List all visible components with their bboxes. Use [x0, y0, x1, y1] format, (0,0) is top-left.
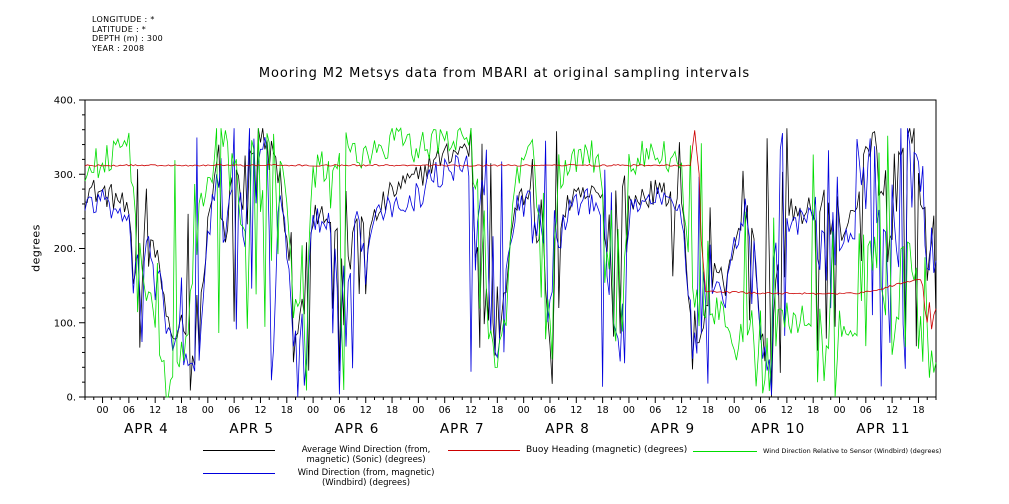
x-hour-label: 12: [570, 405, 582, 416]
legend-line-relative-icon: [693, 451, 757, 453]
x-hour-label: 18: [175, 405, 187, 416]
x-hour-label: 00: [412, 405, 424, 416]
x-hour-label: 18: [491, 405, 503, 416]
x-day-label: APR 11: [856, 421, 910, 437]
legend-item-buoy-heading: Buoy Heading (magnetic) (degrees): [448, 445, 688, 456]
x-hour-label: 06: [123, 405, 135, 416]
legend-label-sonic: Average Wind Direction (from, magnetic) …: [301, 445, 431, 465]
x-hour-label: 06: [333, 405, 345, 416]
x-day-label: APR 8: [545, 421, 590, 437]
y-tick-label: 300.: [54, 170, 76, 181]
x-hour-label: 12: [149, 405, 161, 416]
series-line-sonic: [84, 128, 937, 398]
x-hour-label: 12: [781, 405, 793, 416]
x-hour-label: 18: [912, 405, 924, 416]
x-day-label: APR 9: [650, 421, 695, 437]
legend-line-windbird-icon: [203, 473, 275, 474]
metadata-block: LONGITUDE : * LATITUDE : * DEPTH (m) : 3…: [92, 15, 163, 53]
series-line-relative: [84, 127, 937, 398]
chart-title: Mooring M2 Metsys data from MBARI at ori…: [258, 66, 751, 81]
x-hour-label: 00: [623, 405, 635, 416]
x-day-label: APR 5: [229, 421, 274, 437]
x-hour-label: 12: [676, 405, 688, 416]
metadata-latitude: LATITUDE : *: [92, 24, 147, 34]
x-hour-label: 00: [202, 405, 214, 416]
x-hour-label: 12: [465, 405, 477, 416]
x-hour-label: 12: [886, 405, 898, 416]
x-hour-label: 00: [728, 405, 740, 416]
x-hour-label: 18: [702, 405, 714, 416]
x-hour-label: 00: [518, 405, 530, 416]
legend-item-windbird-wind: Wind Direction (from, magnetic) (Windbir…: [203, 468, 451, 488]
x-day-label: APR 4: [124, 421, 169, 437]
x-hour-label: 06: [649, 405, 661, 416]
y-tick-label: 0.: [66, 393, 76, 404]
legend-item-sonic-wind: Average Wind Direction (from, magnetic) …: [203, 445, 451, 465]
series-line-buoy_heading: [84, 130, 937, 330]
legend-label-relative: Wind Direction Relative to Sensor (Windb…: [763, 447, 942, 455]
legend-label-windbird: Wind Direction (from, magnetic) (Windbir…: [297, 468, 435, 488]
x-hour-label: 12: [360, 405, 372, 416]
x-hour-label: 12: [254, 405, 266, 416]
x-hour-label: 06: [860, 405, 872, 416]
y-tick-label: 100.: [54, 318, 76, 329]
x-hour-label: 00: [833, 405, 845, 416]
x-hour-label: 18: [386, 405, 398, 416]
x-hour-label: 06: [544, 405, 556, 416]
x-hour-label: 06: [228, 405, 240, 416]
x-hour-label: 00: [96, 405, 108, 416]
y-tick-label: 400.: [54, 96, 76, 107]
x-hour-label: 06: [754, 405, 766, 416]
legend-label-buoy-heading: Buoy Heading (magnetic) (degrees): [526, 445, 688, 455]
plot-frame: [84, 99, 937, 398]
x-hour-label: 18: [281, 405, 293, 416]
x-day-label: APR 7: [440, 421, 485, 437]
x-hour-label: 18: [597, 405, 609, 416]
x-day-label: APR 10: [751, 421, 805, 437]
y-tick-label: 200.: [54, 244, 76, 255]
x-day-label: APR 6: [335, 421, 380, 437]
metadata-depth: DEPTH (m) : 300: [92, 34, 164, 43]
legend-line-buoy-heading-icon: [448, 450, 520, 452]
legend-item-relative-wind: Wind Direction Relative to Sensor (Windb…: [693, 447, 941, 457]
series-line-windbird: [84, 128, 937, 398]
legend-line-sonic-icon: [203, 450, 275, 451]
x-hour-label: 18: [807, 405, 819, 416]
x-hour-label: 06: [439, 405, 451, 416]
metadata-year: YEAR : 2008: [92, 43, 145, 53]
metadata-longitude: LONGITUDE : *: [92, 15, 155, 24]
x-hour-label: 00: [307, 405, 319, 416]
